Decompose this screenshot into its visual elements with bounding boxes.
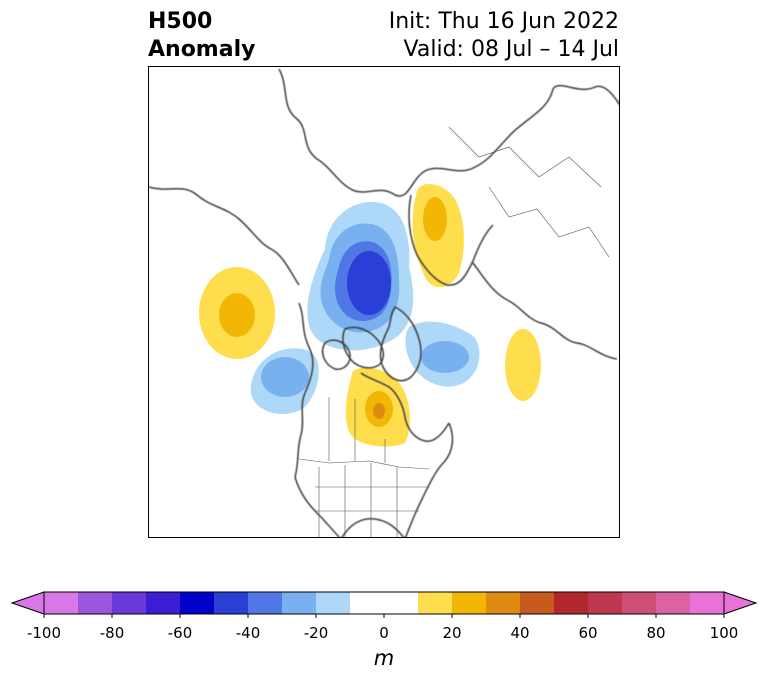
colorbar-bin bbox=[656, 592, 691, 614]
chart-title: H500 Anomaly bbox=[148, 8, 255, 64]
scandinavia-coastline bbox=[408, 194, 494, 286]
colorbar-bin bbox=[214, 592, 249, 614]
coastlines bbox=[149, 68, 619, 537]
colorbar-bin bbox=[452, 592, 487, 614]
colorbar-bin bbox=[146, 592, 181, 614]
arctic-islands bbox=[342, 326, 385, 369]
colorbar-tick-label: -100 bbox=[26, 624, 62, 642]
greenland-coastline bbox=[379, 306, 422, 382]
canada-province-lines bbox=[328, 397, 386, 463]
map-canvas bbox=[149, 68, 619, 537]
title-line-1: H500 bbox=[148, 9, 213, 34]
colorbar-tick-label: -60 bbox=[167, 624, 193, 642]
colorbar-tick-label: 80 bbox=[646, 624, 666, 642]
colorbar-tick-label: 100 bbox=[709, 624, 739, 642]
colorbar-bins bbox=[44, 592, 725, 614]
anomaly-positive-atlantic bbox=[505, 329, 541, 401]
colorbar-bin bbox=[520, 592, 555, 614]
colorbar-bin bbox=[588, 592, 623, 614]
europe-borders bbox=[488, 186, 610, 258]
anomaly-positive-canada-peak bbox=[373, 403, 385, 419]
anomaly-positive-pacific-core bbox=[219, 293, 255, 337]
colorbar-bin bbox=[282, 592, 317, 614]
north-america-west-coast bbox=[294, 476, 341, 537]
anomaly-map bbox=[148, 66, 620, 538]
colorbar-unit-label: m bbox=[373, 646, 395, 670]
colorbar-bin bbox=[44, 592, 79, 614]
colorbar-tick-label: 20 bbox=[442, 624, 462, 642]
colorbar-bin bbox=[316, 592, 351, 614]
us-state-lines bbox=[315, 463, 429, 537]
colorbar-tick-label: -40 bbox=[235, 624, 261, 642]
anomaly-negative-gulf-alaska-core bbox=[261, 357, 309, 397]
colorbar-bin bbox=[350, 592, 419, 614]
colorbar-bin bbox=[180, 592, 215, 614]
colorbar-tick-marks bbox=[43, 614, 725, 618]
colorbar-bin bbox=[690, 592, 725, 614]
colorbar-over-arrow bbox=[723, 591, 758, 615]
valid-range-label: Valid: 08 Jul – 14 Jul bbox=[403, 37, 619, 62]
colorbar-tick-label: -80 bbox=[99, 624, 125, 642]
us-canada-border bbox=[298, 458, 430, 470]
colorbar-under-arrow bbox=[10, 591, 45, 615]
init-date-label: Init: Thu 16 Jun 2022 bbox=[388, 9, 619, 34]
anomaly-negative-arctic-core bbox=[347, 251, 391, 315]
colorbar-bin bbox=[486, 592, 521, 614]
colorbar-bin bbox=[78, 592, 113, 614]
asia-east-coastline bbox=[149, 186, 300, 286]
north-america-east-coast bbox=[404, 422, 454, 537]
colorbar-tick-label: 60 bbox=[578, 624, 598, 642]
hudson-bay-coastline bbox=[360, 372, 450, 442]
russia-borders bbox=[448, 126, 602, 188]
colorbar bbox=[10, 591, 758, 618]
run-info: Init: Thu 16 Jun 2022 Valid: 08 Jul – 14… bbox=[389, 8, 619, 64]
colorbar-bin bbox=[554, 592, 589, 614]
colorbar-tick-label: -20 bbox=[303, 624, 329, 642]
colorbar-bin bbox=[418, 592, 453, 614]
colorbar-bin bbox=[112, 592, 147, 614]
colorbar-tick-label: 0 bbox=[379, 624, 389, 642]
anomaly-negative-labrador-core bbox=[421, 341, 469, 373]
gulf-coastline bbox=[341, 517, 405, 537]
colorbar-bin bbox=[622, 592, 657, 614]
europe-coastline bbox=[472, 262, 618, 360]
eurasia-coastline bbox=[278, 68, 619, 197]
colorbar-tick-label: 40 bbox=[510, 624, 530, 642]
anomaly-positive-russia-core bbox=[423, 197, 447, 241]
title-line-2: Anomaly bbox=[148, 37, 256, 62]
anomaly-shading bbox=[199, 184, 541, 447]
arctic-islands-2 bbox=[321, 339, 351, 370]
borders bbox=[298, 126, 610, 537]
alaska-coastline bbox=[294, 302, 314, 478]
colorbar-bin bbox=[248, 592, 283, 614]
